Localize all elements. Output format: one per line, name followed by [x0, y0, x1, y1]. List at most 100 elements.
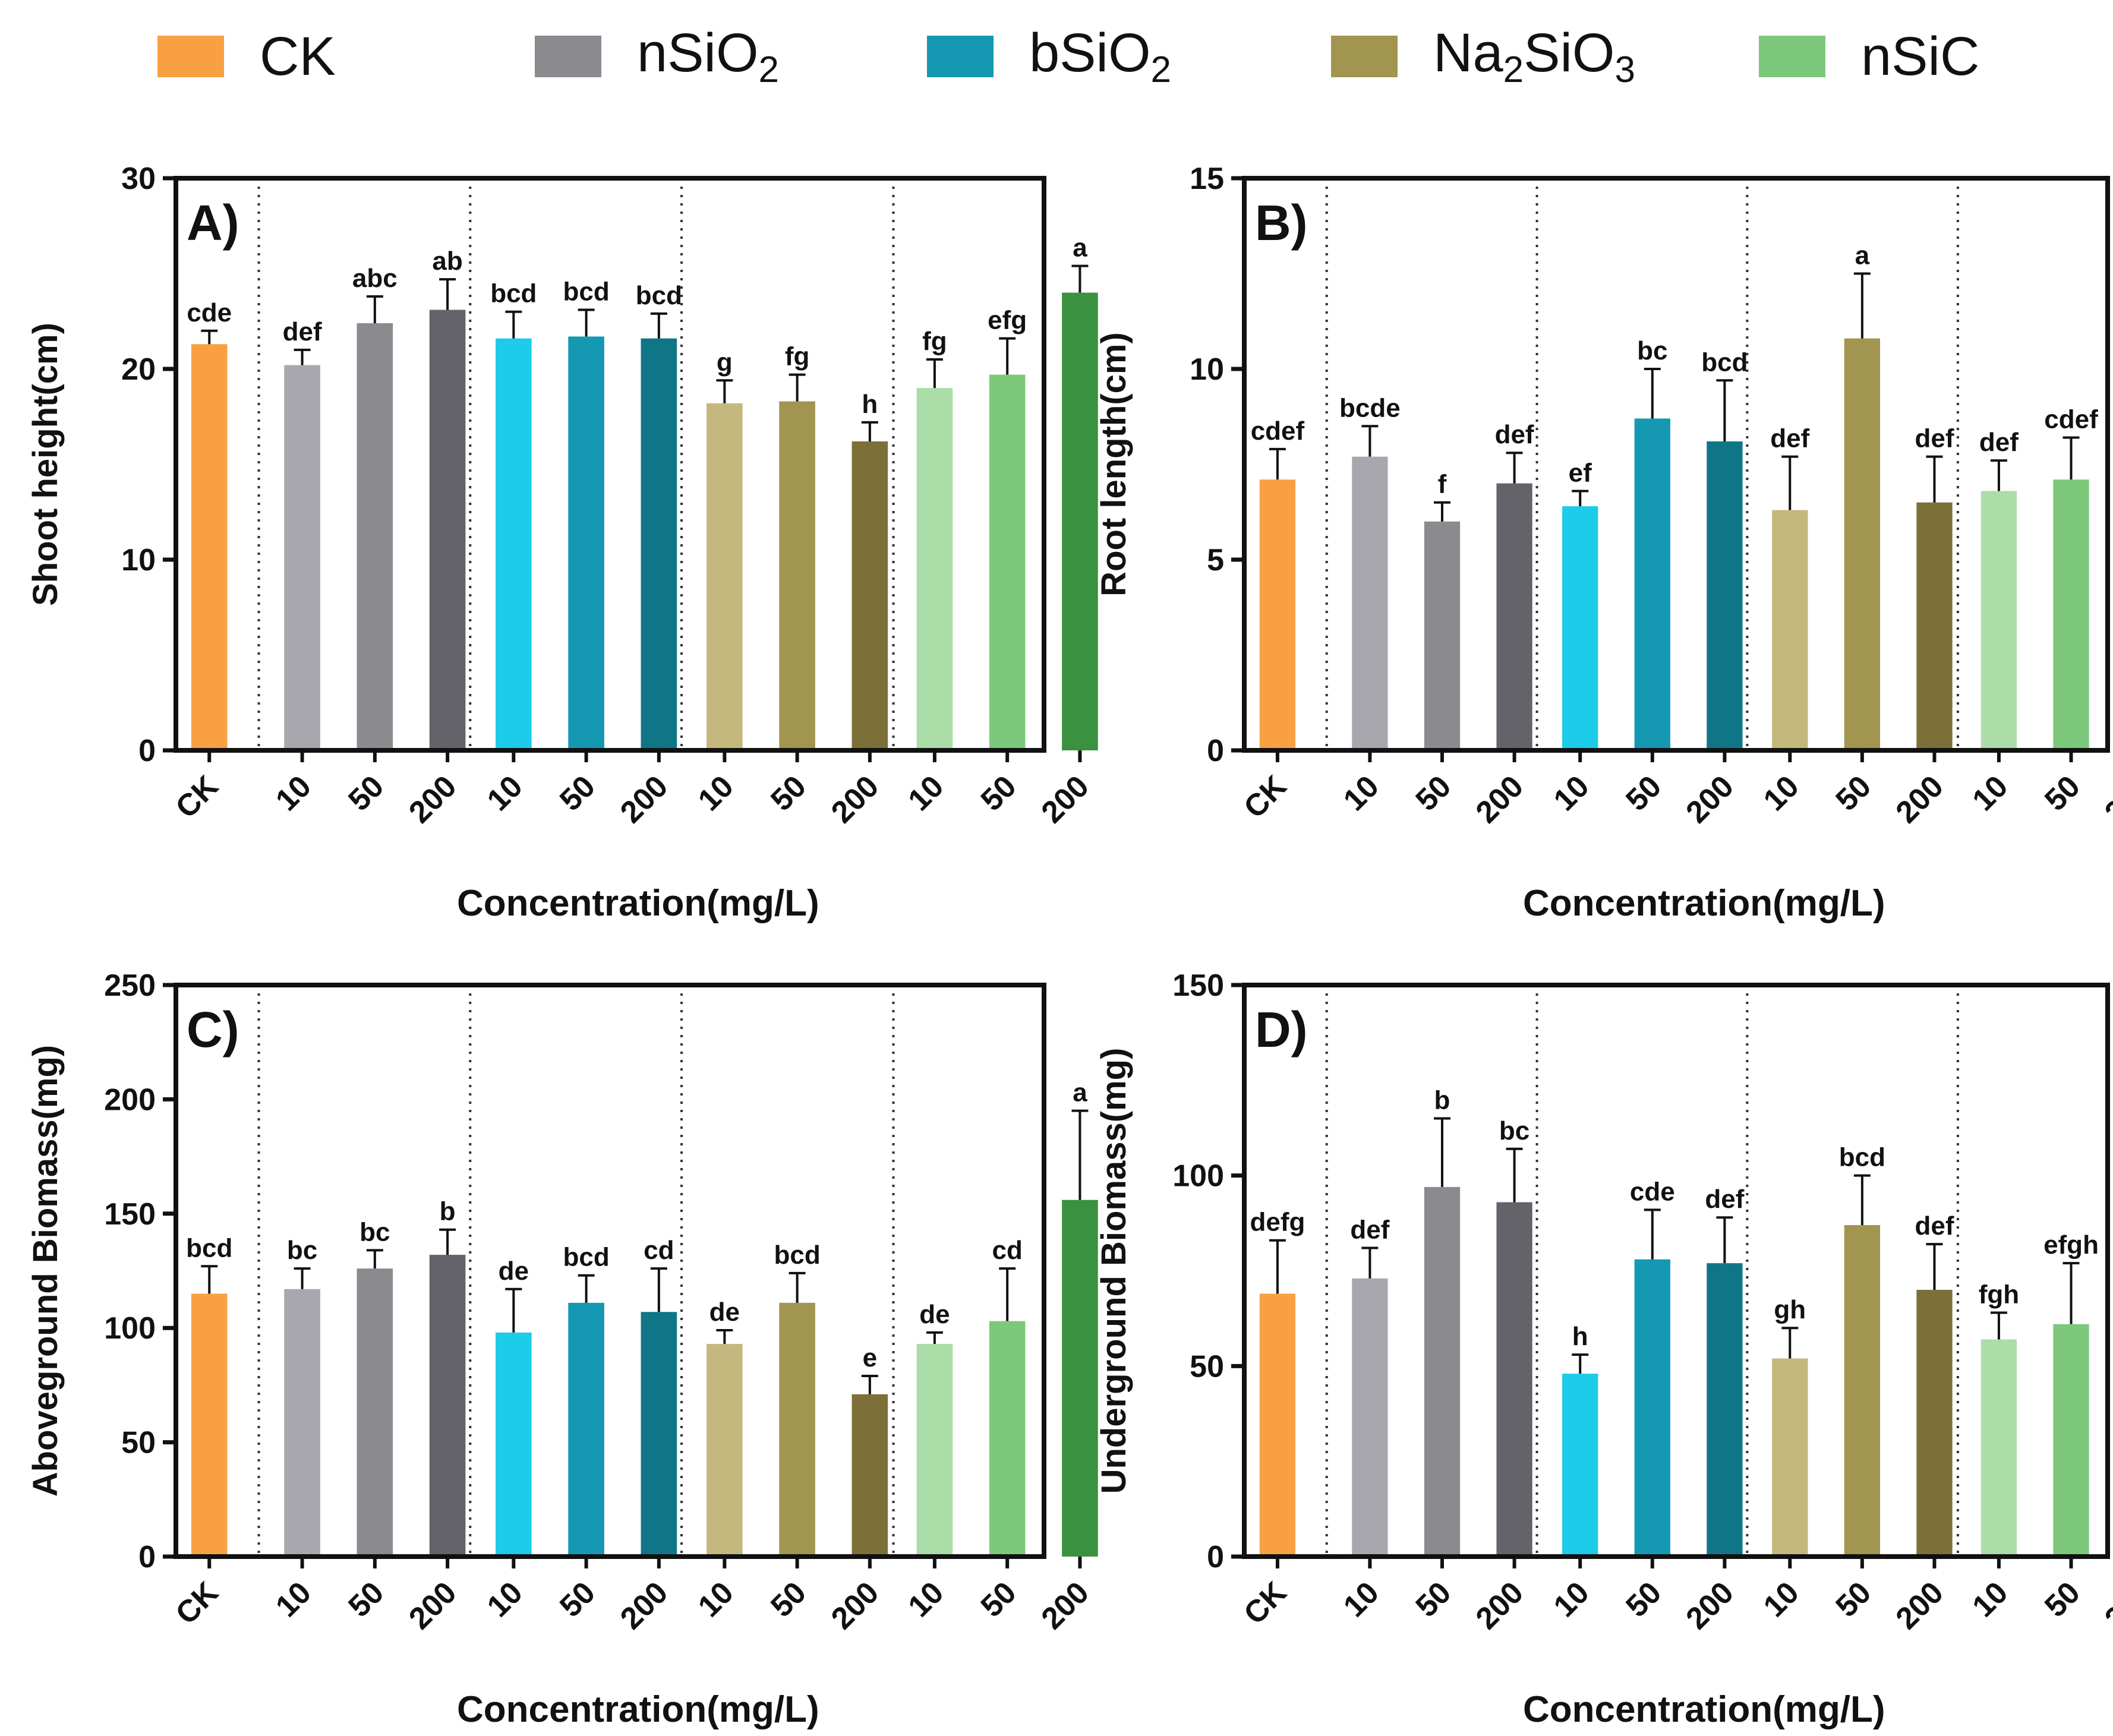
x-tick-label: CK [1237, 769, 1293, 825]
y-tick-label: 50 [1190, 1349, 1224, 1384]
x-tick-label: 200 [825, 1575, 885, 1636]
bar-na2sio3-200 [1916, 502, 1953, 750]
plot-frame [1242, 176, 2110, 753]
significance-letter: fg [922, 327, 947, 356]
significance-letter: a [1073, 233, 1087, 263]
x-tick-label: CK [169, 1575, 225, 1631]
y-axis-label: Aboveground Biomass(mg) [26, 1045, 65, 1497]
significance-letter: cd [644, 1236, 674, 1265]
bar-bsio2-200 [641, 1312, 677, 1557]
x-tick-label: 50 [764, 1575, 813, 1624]
x-tick-label: 10 [1966, 1575, 2014, 1624]
bar-ck-ck [191, 1293, 228, 1557]
bar-na2sio3-200 [851, 441, 888, 750]
bar-nsic-10 [1980, 1339, 2017, 1557]
panel-label: D) [1255, 1002, 1308, 1058]
bar-nsic-50 [989, 1321, 1026, 1557]
significance-letter: defg [1250, 1208, 1305, 1237]
bar-bsio2-10 [1562, 506, 1598, 750]
bar-bsio2-200 [1707, 441, 1743, 750]
y-tick-label: 150 [104, 1197, 156, 1232]
legend-label: bSiO2 [1029, 23, 1172, 90]
bar-nsio2-50 [357, 1268, 393, 1557]
legend-item-ck: CK [157, 24, 336, 89]
x-tick-label: 10 [1757, 1575, 1806, 1624]
legend-label: Na2SiO3 [1433, 23, 1635, 90]
significance-letter: g [717, 348, 733, 377]
x-axis-label: Concentration(mg/L) [1523, 883, 1885, 924]
x-tick-label: 10 [692, 769, 740, 818]
x-tick-label: 10 [901, 1575, 950, 1624]
x-tick-label: 50 [1619, 1575, 1668, 1624]
significance-letter: efgh [2043, 1230, 2099, 1260]
y-tick-label: 0 [138, 1540, 156, 1574]
significance-letter: cdef [2044, 405, 2098, 434]
x-tick-label: 50 [342, 1575, 390, 1624]
x-tick-label: 50 [2038, 1575, 2087, 1624]
significance-letter: def [1770, 424, 1809, 453]
x-tick-label: 50 [1829, 769, 1878, 818]
legend-label: nSiC [1861, 26, 1980, 87]
y-tick-label: 0 [1207, 1540, 1224, 1574]
significance-letter: bcd [563, 1243, 609, 1272]
x-tick-label: CK [169, 769, 225, 825]
significance-letter: cd [992, 1236, 1022, 1265]
significance-letter: bcd [1701, 348, 1748, 377]
y-tick-label: 100 [1172, 1159, 1224, 1194]
legend-swatch [1759, 36, 1825, 77]
x-tick-label: 200 [1680, 769, 1740, 829]
bar-bsio2-50 [568, 336, 604, 750]
significance-letter: def [1915, 1211, 1954, 1241]
significance-letter: b [440, 1197, 456, 1226]
bar-nsio2-10 [284, 1289, 320, 1557]
significance-letter: cde [187, 298, 232, 327]
bar-na2sio3-200 [851, 1394, 888, 1557]
bar-na2sio3-10 [1772, 510, 1808, 750]
bar-nsio2-50 [1424, 521, 1461, 750]
chart-panel-c: bcd bc bc b de bcd cd de bcd e de cd a 0 50 100 150 200 25… [26, 968, 1098, 1730]
legend-swatch [157, 36, 224, 77]
significance-letter: bcde [1339, 393, 1401, 422]
x-tick-label: 200 [614, 1575, 674, 1636]
significance-letter: de [709, 1298, 740, 1327]
x-tick-label: 10 [1337, 1575, 1386, 1624]
significance-letter: bcd [636, 281, 682, 310]
legend-label: nSiO2 [637, 23, 780, 90]
legend-item-nsic: nSiC [1759, 24, 1979, 89]
x-tick-label: 200 [1890, 769, 1950, 829]
y-axis-label: Root length(cm) [1095, 332, 1133, 596]
significance-letter: abc [352, 264, 398, 293]
x-tick-label: 10 [1337, 769, 1386, 818]
x-tick-label: 200 [1469, 1575, 1530, 1636]
significance-letter: de [919, 1300, 950, 1329]
significance-letter: ef [1569, 458, 1592, 487]
x-tick-label: CK [1237, 1575, 1293, 1631]
y-axis-label: Underground Biomass(mg) [1095, 1048, 1133, 1494]
significance-letter: def [1979, 428, 2019, 457]
bar-ck-ck [191, 344, 228, 750]
bar-bsio2-10 [1562, 1374, 1598, 1557]
plot-frame [174, 176, 1046, 753]
significance-letter: ab [432, 247, 462, 276]
bar-nsio2-200 [1496, 483, 1532, 750]
y-tick-label: 100 [104, 1311, 156, 1346]
legend-item-na2sio3: Na2SiO3 [1331, 23, 1635, 90]
bar-nsio2-200 [429, 1255, 466, 1557]
significance-letter: def [1915, 424, 1954, 453]
bar-nsic-200 [1062, 292, 1098, 751]
bar-nsic-10 [916, 1344, 953, 1557]
chart-panel-b: cdefbcdefdefefbcbcddefadefdefcdefb051015… [1095, 162, 2113, 924]
x-tick-label: 10 [692, 1575, 740, 1624]
bar-bsio2-50 [1634, 418, 1670, 750]
x-tick-label: 200 [614, 769, 674, 829]
x-tick-label: 200 [2098, 1575, 2113, 1636]
significance-letter: gh [1774, 1295, 1806, 1324]
bar-nsio2-200 [1496, 1202, 1532, 1557]
x-tick-label: 50 [342, 769, 390, 818]
significance-letter: efg [988, 306, 1027, 335]
chart-panel-d: defgdefbbchcdedefghbcddeffghefgha0501001… [1095, 968, 2113, 1730]
y-tick-label: 50 [121, 1426, 156, 1460]
x-tick-label: 50 [974, 769, 1023, 818]
